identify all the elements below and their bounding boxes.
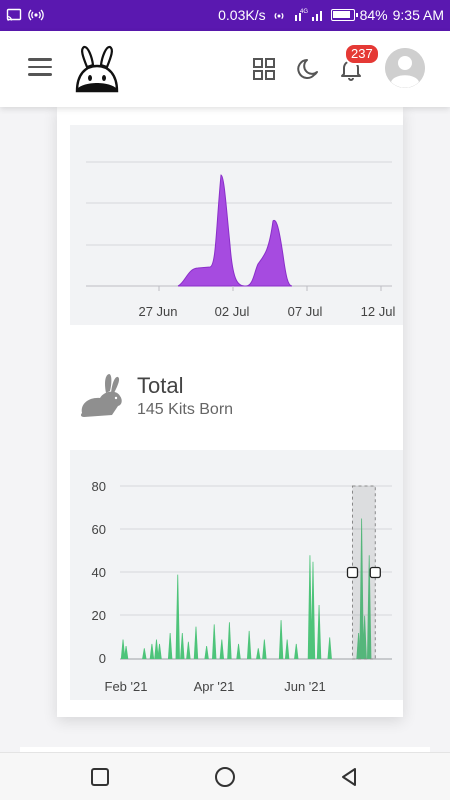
total-subtitle: 145 Kits Born bbox=[137, 401, 234, 418]
recent-apps-button[interactable] bbox=[89, 766, 111, 788]
chart-bar bbox=[256, 648, 261, 659]
chart-bar bbox=[294, 643, 299, 659]
chart-bar bbox=[167, 633, 173, 659]
x-tick-label: 27 Jun bbox=[138, 304, 177, 319]
user-icon bbox=[385, 48, 425, 88]
chart-bar bbox=[310, 561, 316, 659]
chart-bar bbox=[142, 648, 147, 659]
back-button[interactable] bbox=[338, 766, 360, 788]
x-tick-label: Feb '21 bbox=[105, 679, 148, 694]
dark-mode-icon[interactable] bbox=[296, 57, 320, 81]
total-summary: Total 145 Kits Born bbox=[78, 373, 378, 423]
range-handle-left[interactable] bbox=[346, 566, 359, 579]
chart-bar bbox=[149, 643, 155, 659]
notification-badge: 237 bbox=[344, 43, 380, 65]
chart-bar bbox=[219, 639, 225, 659]
chart-bar bbox=[180, 633, 185, 659]
chart-bar bbox=[284, 639, 290, 659]
range-handle-right[interactable] bbox=[369, 566, 381, 579]
status-bar: 0.03K/s 4G 84% 9:35 AM bbox=[0, 0, 450, 31]
battery-level: 84% bbox=[359, 7, 388, 23]
y-tick-label: 20 bbox=[92, 608, 106, 623]
next-card bbox=[20, 747, 430, 752]
chart-bar bbox=[227, 622, 232, 659]
total-title: Total bbox=[137, 373, 184, 398]
chart-bar bbox=[316, 604, 322, 659]
x-tick-label: Jun '21 bbox=[284, 679, 326, 694]
x-tick-label: 02 Jul bbox=[215, 304, 250, 319]
rabbit-icon bbox=[80, 374, 122, 417]
signal-icon: 4G bbox=[294, 9, 322, 21]
y-tick-label: 60 bbox=[92, 522, 106, 537]
total-births-chart: 80 60 40 20 0 Feb '21 Apr '21 Jun '21 bbox=[70, 450, 403, 700]
chart-bar bbox=[154, 639, 159, 659]
chart-bar bbox=[246, 630, 252, 659]
chart-bar bbox=[212, 624, 217, 659]
chart-bar bbox=[193, 626, 199, 659]
x-tick-label: 12 Jul bbox=[361, 304, 396, 319]
x-tick-label: 07 Jul bbox=[288, 304, 323, 319]
chart-bar bbox=[204, 646, 209, 659]
svg-text:4G: 4G bbox=[300, 9, 308, 15]
x-tick-label: Apr '21 bbox=[194, 679, 235, 694]
chart-bar bbox=[236, 643, 241, 659]
menu-icon[interactable] bbox=[28, 58, 52, 78]
chart-bar bbox=[367, 555, 372, 659]
chart-bar bbox=[123, 646, 129, 659]
cast-icon bbox=[6, 8, 22, 21]
chart-bar bbox=[157, 643, 162, 659]
chart-bar bbox=[175, 574, 180, 659]
births-area bbox=[177, 174, 293, 287]
content-area: 27 Jun 02 Jul 07 Jul 12 Jul Total 145 Ki… bbox=[0, 107, 450, 752]
hotspot-small-icon bbox=[274, 12, 284, 20]
hotspot-icon bbox=[28, 9, 44, 21]
network-speed: 0.03K/s bbox=[218, 7, 266, 23]
app-header: 237 bbox=[0, 31, 450, 107]
avatar[interactable] bbox=[385, 48, 425, 88]
clock: 9:35 AM bbox=[392, 7, 444, 23]
y-tick-label: 0 bbox=[99, 651, 106, 666]
grid-icon[interactable] bbox=[252, 57, 276, 81]
y-tick-label: 40 bbox=[92, 565, 106, 580]
chart-bar bbox=[186, 641, 191, 659]
rabbit-logo[interactable] bbox=[74, 45, 120, 93]
home-button[interactable] bbox=[214, 766, 236, 788]
chart-bar bbox=[278, 620, 284, 659]
system-nav-bar bbox=[0, 752, 450, 800]
chart-bar bbox=[327, 637, 332, 659]
chart-bar bbox=[262, 639, 267, 659]
battery-icon bbox=[330, 9, 358, 21]
chart-bar bbox=[307, 555, 313, 659]
y-tick-label: 80 bbox=[92, 479, 106, 494]
daily-births-chart: 27 Jun 02 Jul 07 Jul 12 Jul bbox=[70, 125, 403, 325]
chart-bar bbox=[359, 518, 364, 659]
chart-bar bbox=[120, 639, 126, 659]
chart-bar bbox=[362, 615, 367, 659]
